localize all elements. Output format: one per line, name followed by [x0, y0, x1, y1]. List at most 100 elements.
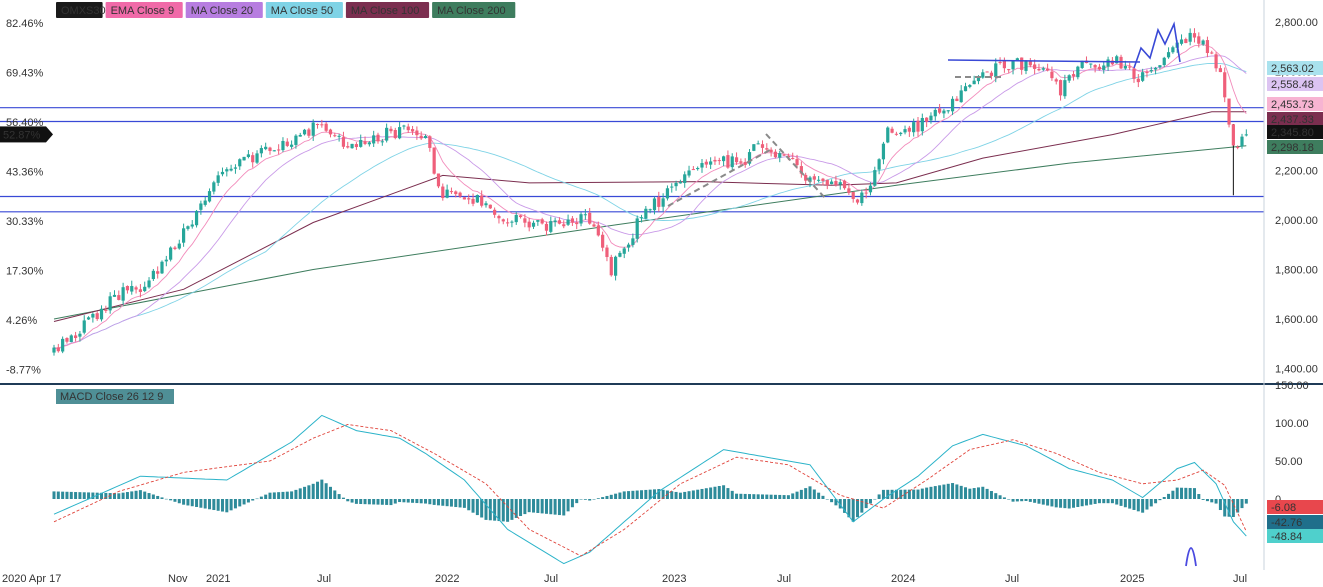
macd-histogram-bar	[1020, 499, 1024, 502]
macd-histogram-bar	[242, 499, 246, 505]
macd-histogram-bar	[722, 485, 726, 499]
candle-body	[1197, 36, 1201, 44]
legend-label[interactable]: OMXS30	[61, 5, 106, 17]
macd-histogram-bar	[519, 499, 523, 517]
candle-body	[1041, 68, 1045, 70]
macd-histogram-bar	[976, 487, 980, 499]
macd-legend-chip[interactable]	[56, 389, 174, 404]
macd-histogram-bar	[1002, 497, 1006, 499]
macd-histogram-bar	[1084, 499, 1088, 506]
candle-body	[830, 181, 834, 185]
candle-body	[255, 153, 259, 163]
macd-histogram-bar	[1201, 499, 1205, 500]
macd-histogram-bar	[307, 485, 311, 499]
macd-histogram-bar	[130, 491, 134, 499]
candle-body	[363, 141, 367, 144]
candle-body	[91, 313, 95, 318]
candle-body	[592, 224, 596, 227]
macd-histogram-bar	[765, 494, 769, 499]
macd-histogram-bar	[264, 494, 268, 499]
candle-body	[402, 125, 406, 127]
panel-divider[interactable]	[0, 0, 1323, 570]
macd-histogram-bar	[419, 499, 423, 504]
macd-histogram-bar	[843, 499, 847, 513]
candle-body	[510, 221, 514, 223]
price-tick-label: 2,800.00	[1275, 17, 1318, 29]
macd-histogram-bar	[1007, 499, 1011, 500]
candle-body	[851, 192, 855, 199]
candle-body	[1076, 66, 1080, 78]
legend-chip[interactable]	[105, 2, 183, 18]
macd-histogram-bar	[298, 488, 302, 499]
legend-chip[interactable]	[265, 2, 343, 18]
legend-chip[interactable]	[345, 2, 430, 18]
price-value-badge	[1267, 61, 1323, 75]
indicator-legend[interactable]: OMXS30 EMA Close 9 MA Close 20 MA Close 50 M…	[56, 2, 516, 404]
legend-label[interactable]: EMA Close 9	[111, 5, 175, 17]
candle-body	[1201, 40, 1205, 45]
time-axis-label[interactable]: 2021	[206, 573, 230, 585]
candle-body	[687, 170, 691, 176]
time-axis-label[interactable]: 2020 Apr 17	[2, 573, 61, 585]
macd-histogram-bar	[156, 495, 160, 499]
candle-body	[622, 248, 626, 254]
macd-tick-label: 150.00	[1275, 380, 1309, 392]
candle-body	[320, 124, 324, 126]
macd-histogram-bar	[1236, 499, 1240, 513]
trend-drawings[interactable]	[667, 21, 1197, 567]
wave-pattern-drawing[interactable]	[1133, 21, 1181, 69]
candle-body	[968, 85, 972, 87]
time-axis-label[interactable]: 2024	[891, 573, 915, 585]
price-value-badge	[1267, 125, 1323, 139]
candle-body	[467, 198, 471, 200]
candle-body	[220, 171, 225, 175]
macd-histogram-bar	[341, 497, 345, 499]
macd-histogram-bar	[1089, 499, 1093, 505]
macd-legend-label[interactable]: MACD Close 26 12 9	[60, 391, 163, 403]
time-axis-label[interactable]: Jul	[1005, 573, 1019, 585]
legend-label[interactable]: MA Close 100	[351, 5, 419, 17]
candle-body	[484, 203, 488, 206]
macd-histogram-bar	[704, 488, 708, 499]
resistance-trendline[interactable]	[947, 59, 1141, 63]
macd-histogram-bar	[177, 499, 181, 504]
legend-label[interactable]: MA Close 200	[437, 5, 505, 17]
legend-chip[interactable]	[432, 2, 516, 18]
time-axis-label[interactable]: Jul	[777, 573, 791, 585]
time-axis-label[interactable]: Jul	[317, 573, 331, 585]
candle-body	[1231, 124, 1235, 146]
legend-label[interactable]: MA Close 50	[271, 5, 333, 17]
candle-body	[570, 218, 574, 223]
candle-body	[251, 155, 255, 163]
macd-value-text: -42.76	[1271, 517, 1302, 529]
macd-histogram-bar	[583, 499, 587, 500]
macd-histogram-bar	[652, 489, 656, 499]
macd-histogram-bar	[856, 499, 860, 518]
macd-histogram-bar	[821, 495, 825, 499]
time-axis-label[interactable]: Nov	[168, 573, 188, 585]
time-axis-label[interactable]: Jul	[1233, 573, 1247, 585]
macd-histogram-bar	[104, 492, 108, 499]
legend-chip[interactable]	[185, 2, 263, 18]
macd-histogram-bar	[1141, 499, 1145, 513]
dashed-trendline-down[interactable]	[765, 133, 827, 200]
candle-body	[743, 161, 747, 165]
candle-body	[95, 313, 99, 320]
candle-body	[104, 309, 108, 311]
legend-chip[interactable]	[56, 2, 103, 18]
candle-body	[549, 221, 553, 232]
macd-histogram-bar	[52, 491, 56, 499]
legend-label[interactable]: MA Close 20	[191, 5, 253, 17]
time-axis-label[interactable]: 2022	[435, 573, 459, 585]
macd-histogram-bar	[1223, 499, 1227, 517]
candle-body	[238, 159, 242, 167]
candle-body	[475, 195, 479, 203]
candle-body	[112, 294, 117, 297]
arc-drawing[interactable]	[1185, 547, 1197, 567]
time-axis-label[interactable]: 2023	[662, 573, 686, 585]
time-axis-label[interactable]: 2025	[1120, 573, 1144, 585]
time-axis[interactable]: 2020 Apr 17 Nov 2021 Jul 2022 Jul 2023 Jul 2024 J…	[2, 573, 1247, 585]
macd-histogram-bar	[972, 488, 976, 499]
time-axis-label[interactable]: Jul	[544, 573, 558, 585]
